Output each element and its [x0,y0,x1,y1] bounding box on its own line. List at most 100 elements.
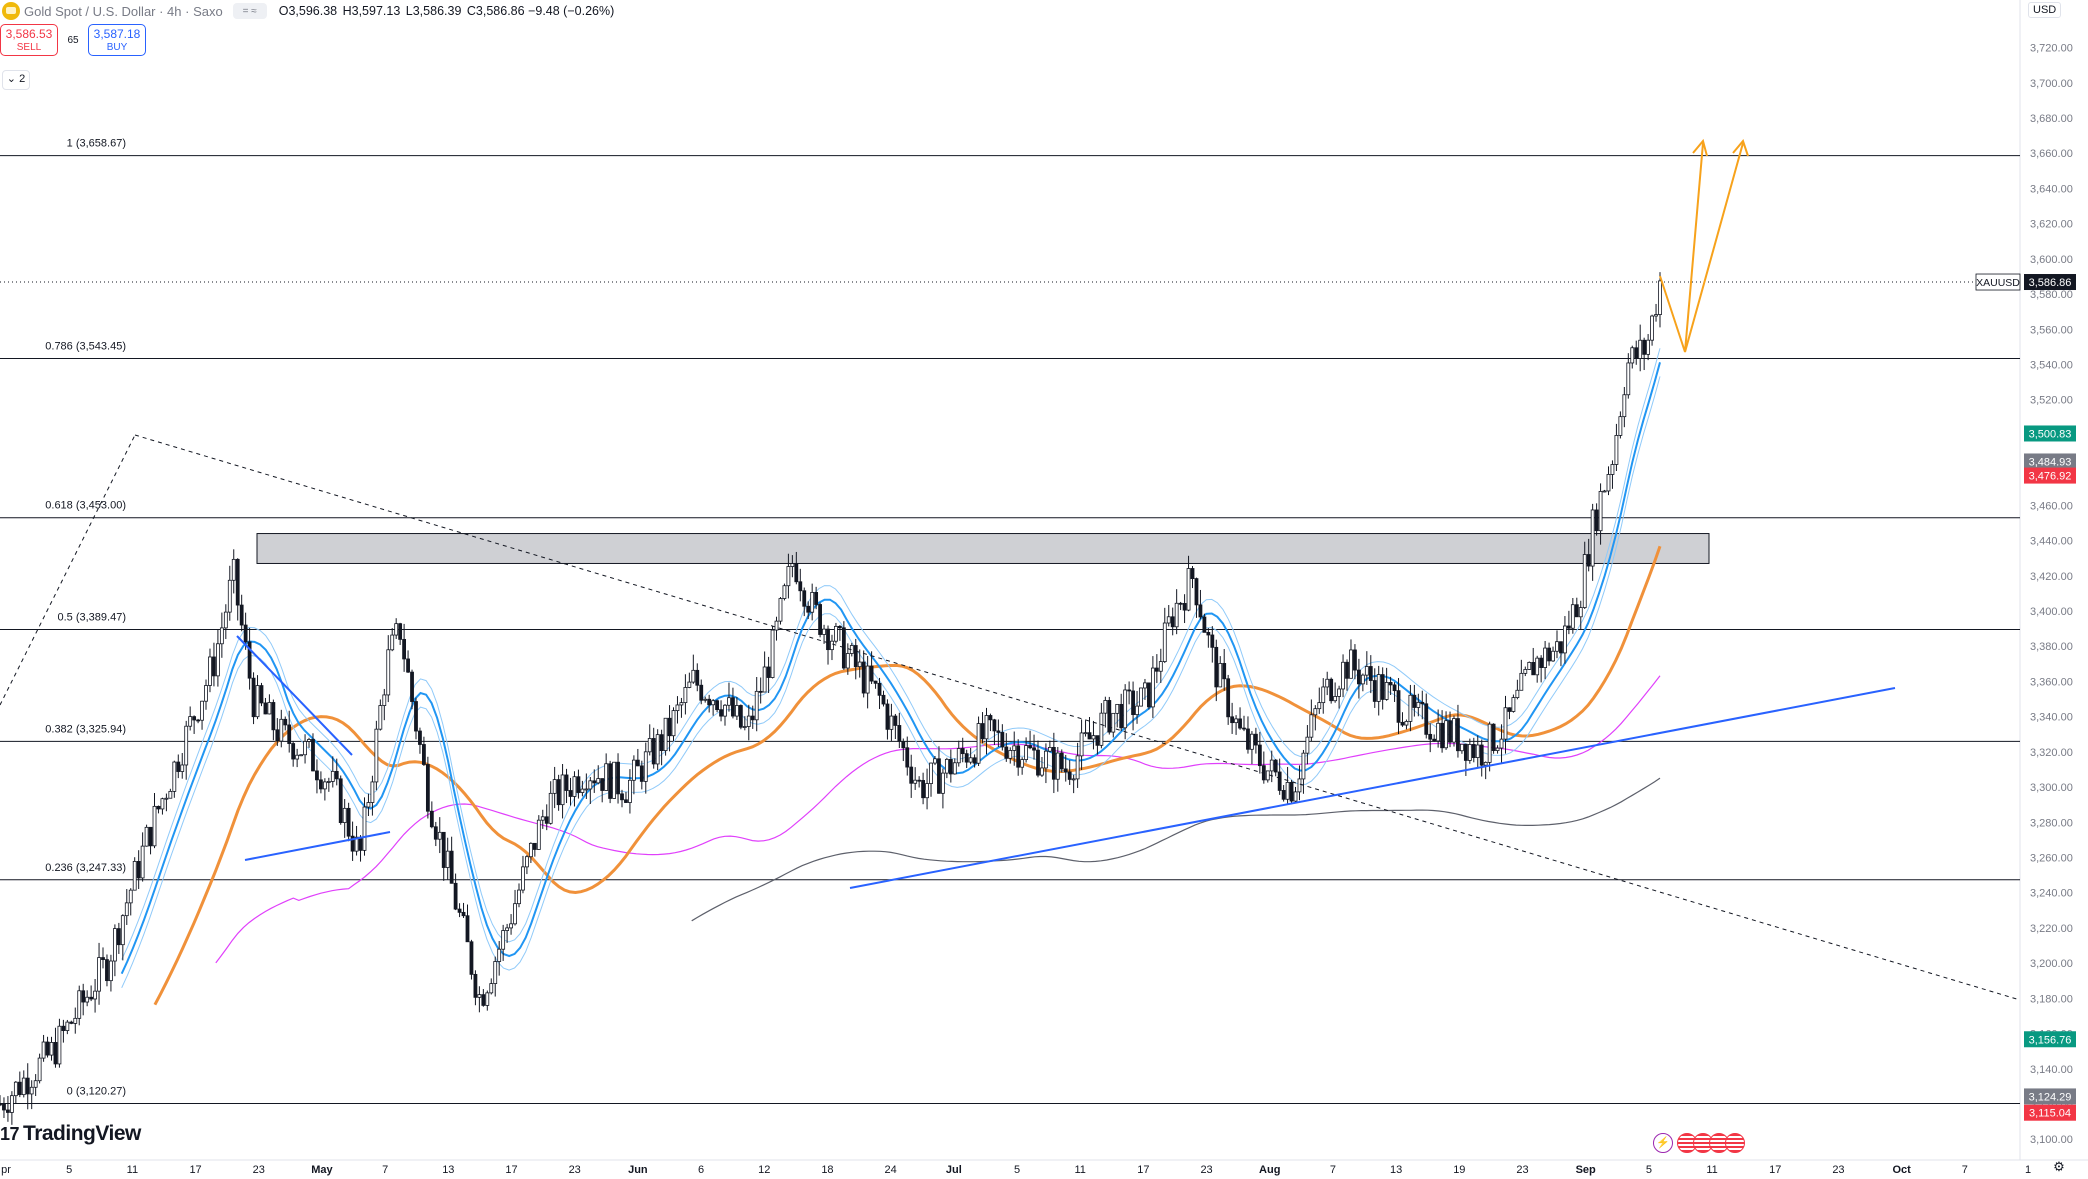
tv-logo-mark: 17 [0,1123,20,1144]
candle-body [734,705,739,717]
candle-body [1246,728,1250,750]
compare-toggle-icon[interactable]: = ≈ [232,3,267,19]
candle-body [271,702,276,731]
candle-body [1028,745,1032,749]
candle-body [754,690,759,721]
candle-body [382,694,387,706]
trade-buttons: 3,586.53 SELL 65 3,587.18 BUY [0,24,146,56]
open-value: 3,596.38 [288,4,338,18]
candle-body [322,781,327,790]
candle-body [1012,745,1017,751]
candle-body [235,558,240,606]
price-tags-layer: XAUUSD 3,586.86 3,500.83 3,484.93 3,476.92 3,… [1975,273,2076,1121]
candle-body [53,1042,58,1065]
y-tick-label: 3,320.00 [2030,747,2073,759]
indicator-lines-layer [120,348,1662,1006]
candle-body [109,960,113,982]
candle-body [9,1095,14,1113]
fib-level-label: 0.5 (3,389.47) [58,612,127,624]
candle-body [208,656,212,686]
candle-body [1127,689,1132,692]
candle-body [1456,718,1460,752]
candle-body [140,845,145,879]
candle-body [774,620,779,631]
candle-body [893,715,898,726]
candle-body [1507,707,1512,712]
candle-body [746,715,751,727]
buy-button[interactable]: 3,587.18 BUY [88,24,146,56]
price-tag-box [2024,274,2076,291]
chart-header: Gold Spot / U.S. Dollar · 4h · Saxo = ≈ … [0,0,614,22]
candle-body [93,990,97,1000]
candle-body [1491,723,1496,751]
candle-body [358,836,363,851]
candle-body [29,1086,34,1095]
gear-icon[interactable]: ⚙ [2053,1159,2065,1174]
candle-body [1372,680,1377,702]
candle-body [299,754,303,757]
candle-body [568,790,573,797]
us-flag-icon[interactable] [1725,1133,1745,1153]
candle-body [992,719,997,732]
candle-body [548,792,553,824]
candle-body [1214,646,1219,688]
sell-button[interactable]: 3,586.53 SELL [0,24,58,56]
candle-body [445,850,450,868]
candle-body [1016,745,1021,768]
ema-band-upper-line [121,348,1661,960]
candle-body [798,581,803,592]
candle-body [1594,509,1599,532]
candle-body [255,685,260,718]
ascending-trendline [849,687,1896,889]
x-tick-label: 1 [2025,1164,2031,1176]
candle-body [243,624,248,643]
candle-body [1135,705,1139,716]
candle-body [663,717,668,752]
x-tick-label: 23 [1516,1164,1528,1176]
candle-body [1392,684,1397,692]
candle-body [33,1080,38,1088]
symbol-title[interactable]: Gold Spot / U.S. Dollar · 4h · Saxo [24,3,223,19]
y-tick-label: 3,180.00 [2030,993,2073,1005]
candle-body [410,671,414,702]
candle-body [441,831,446,868]
resistance-zone [256,533,1710,564]
candle-body [61,1025,66,1031]
indicators-collapse-button[interactable]: ⌄ 2 [2,70,30,90]
resistance-zone-layer [256,533,1710,564]
candle-body [1578,607,1583,618]
candle-body [1099,712,1104,746]
y-tick-label: 3,540.00 [2030,360,2073,372]
wedge-upper-line [236,635,353,756]
fib-level-label: 0 (3,120.27) [67,1086,126,1098]
x-tick-label: 11 [127,1164,138,1176]
candle-body [1440,722,1445,749]
candle-body [1313,708,1318,716]
close-label: C [466,4,476,18]
candle-body [1523,669,1528,674]
candle-body [303,741,307,756]
y-tick-label: 3,140.00 [2030,1064,2073,1076]
y-tick-label: 3,680.00 [2030,113,2073,125]
x-tick-label: Jun [628,1164,648,1176]
candle-body [1222,663,1227,680]
candle-body [944,758,949,774]
x-tick-label: 13 [442,1164,454,1176]
y-tick-label: 3,240.00 [2030,888,2073,900]
candle-body [1024,745,1029,760]
candle-body [1503,707,1508,740]
flash-icon[interactable]: ⚡ [1653,1133,1673,1153]
candle-body [1515,689,1520,699]
candle-body [1432,738,1437,742]
wedge-lower-line [244,831,391,861]
gold-symbol-icon [2,2,20,20]
candle-body [398,623,403,640]
candle-body [1242,727,1246,730]
candle-body [1376,674,1381,702]
x-tick-label: pr [1,1164,11,1176]
candle-body [204,685,208,702]
candle-body [425,764,430,812]
currency-selector[interactable]: USD [2028,2,2062,18]
